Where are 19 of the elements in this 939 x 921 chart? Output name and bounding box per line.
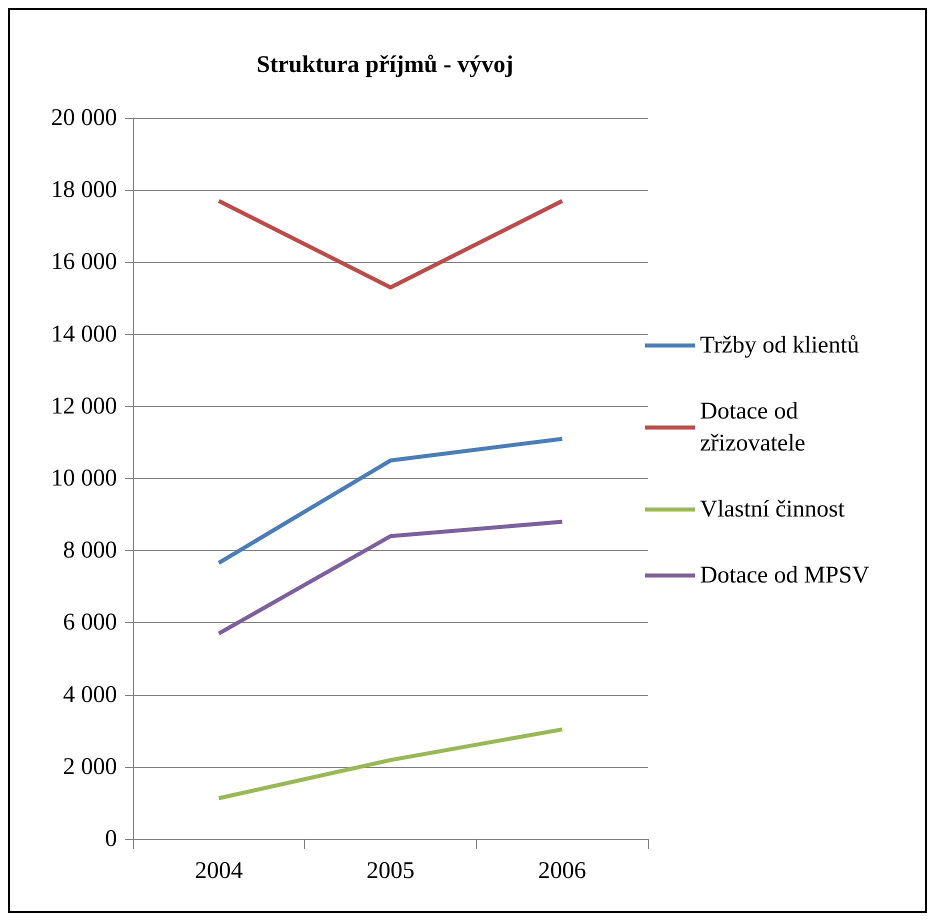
y-tick-label: 0	[105, 826, 117, 852]
x-tick-label: 2004	[194, 858, 243, 884]
y-tick-label: 6 000	[63, 610, 117, 636]
legend-label: Dotace od zřizovatele	[700, 398, 806, 456]
y-tick-label: 2 000	[63, 754, 117, 780]
x-tick-label: 2006	[538, 858, 586, 884]
legend-label: Tržby od klientů	[700, 332, 860, 358]
chart-title: Struktura příjmů - vývoj	[256, 52, 514, 78]
y-tick-label: 8 000	[63, 538, 117, 564]
legend-label: Dotace od MPSV	[700, 562, 870, 588]
y-tick-label: 4 000	[63, 682, 117, 708]
y-tick-label: 10 000	[51, 466, 117, 492]
y-tick-label: 14 000	[51, 321, 117, 348]
y-tick-label: 16 000	[51, 249, 117, 276]
y-tick-label: 18 000	[51, 177, 117, 204]
legend-label: Vlastní činnost	[700, 496, 845, 522]
y-tick-label: 20 000	[51, 105, 117, 131]
y-tick-label: 12 000	[51, 393, 117, 420]
x-tick-label: 2005	[366, 858, 414, 884]
